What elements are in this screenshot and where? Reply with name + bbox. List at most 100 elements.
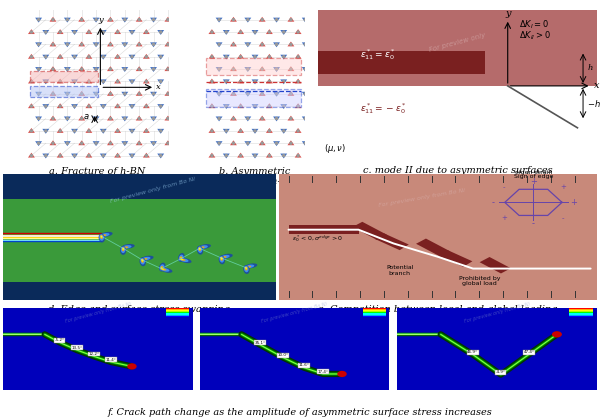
- Polygon shape: [150, 18, 157, 23]
- Polygon shape: [114, 128, 121, 133]
- Circle shape: [211, 80, 213, 83]
- Circle shape: [88, 31, 90, 33]
- Polygon shape: [251, 55, 259, 59]
- Ellipse shape: [101, 233, 110, 237]
- Circle shape: [239, 105, 242, 107]
- Text: -: -: [532, 219, 535, 228]
- Polygon shape: [143, 103, 150, 108]
- Polygon shape: [28, 29, 35, 34]
- Circle shape: [80, 117, 83, 119]
- Circle shape: [74, 56, 76, 58]
- Circle shape: [283, 80, 285, 83]
- Ellipse shape: [100, 235, 103, 239]
- Circle shape: [268, 130, 271, 132]
- Circle shape: [45, 80, 47, 83]
- Circle shape: [102, 31, 104, 33]
- Circle shape: [138, 142, 140, 144]
- Polygon shape: [100, 129, 107, 134]
- Circle shape: [131, 155, 133, 157]
- Polygon shape: [280, 129, 287, 134]
- Bar: [3, 174, 276, 199]
- Polygon shape: [92, 116, 100, 122]
- Text: +: +: [501, 215, 507, 221]
- Ellipse shape: [197, 246, 203, 255]
- Circle shape: [225, 105, 227, 107]
- Circle shape: [290, 117, 292, 119]
- Polygon shape: [266, 103, 273, 108]
- Polygon shape: [157, 129, 164, 134]
- Ellipse shape: [199, 248, 200, 250]
- Polygon shape: [273, 42, 280, 47]
- Text: Sign of edge: Sign of edge: [514, 174, 553, 179]
- Ellipse shape: [179, 256, 182, 260]
- Polygon shape: [295, 103, 302, 108]
- Ellipse shape: [245, 266, 248, 271]
- Polygon shape: [128, 55, 136, 59]
- Ellipse shape: [142, 259, 145, 260]
- Polygon shape: [43, 55, 49, 59]
- Text: For preview only from Bo Ni: For preview only from Bo Ni: [110, 176, 196, 204]
- Polygon shape: [71, 104, 78, 109]
- Circle shape: [167, 117, 169, 119]
- Polygon shape: [208, 54, 215, 59]
- Circle shape: [38, 93, 40, 95]
- Circle shape: [74, 105, 76, 107]
- Polygon shape: [244, 92, 251, 97]
- Polygon shape: [230, 91, 237, 96]
- Circle shape: [138, 68, 140, 70]
- Polygon shape: [150, 116, 157, 122]
- Text: -4.9°: -4.9°: [496, 370, 506, 374]
- Polygon shape: [136, 91, 143, 96]
- Ellipse shape: [101, 235, 102, 238]
- Polygon shape: [121, 67, 128, 72]
- Text: x: x: [157, 83, 161, 91]
- Circle shape: [297, 105, 299, 107]
- Polygon shape: [28, 103, 35, 108]
- Circle shape: [145, 56, 148, 58]
- Circle shape: [145, 31, 148, 33]
- Circle shape: [160, 105, 162, 107]
- Circle shape: [254, 105, 256, 107]
- Circle shape: [268, 80, 271, 83]
- Polygon shape: [71, 30, 78, 35]
- Polygon shape: [100, 104, 107, 109]
- Ellipse shape: [122, 245, 131, 248]
- Polygon shape: [259, 140, 266, 145]
- Polygon shape: [43, 30, 49, 35]
- Circle shape: [167, 68, 169, 70]
- Ellipse shape: [199, 247, 203, 248]
- Polygon shape: [302, 18, 309, 23]
- Polygon shape: [287, 91, 295, 96]
- Polygon shape: [121, 141, 128, 146]
- Circle shape: [247, 93, 249, 95]
- Polygon shape: [57, 128, 64, 133]
- Polygon shape: [439, 250, 472, 267]
- Polygon shape: [164, 116, 172, 121]
- Circle shape: [38, 142, 40, 144]
- Circle shape: [52, 93, 54, 95]
- Circle shape: [109, 93, 112, 95]
- Polygon shape: [273, 92, 280, 97]
- Polygon shape: [114, 103, 121, 108]
- Bar: [363, 316, 386, 317]
- Text: h: h: [587, 64, 593, 72]
- Circle shape: [138, 93, 140, 95]
- Polygon shape: [208, 29, 215, 34]
- Circle shape: [102, 155, 104, 157]
- Polygon shape: [251, 129, 259, 134]
- Polygon shape: [143, 153, 150, 158]
- Circle shape: [145, 105, 148, 107]
- Polygon shape: [50, 140, 56, 145]
- Polygon shape: [150, 92, 157, 97]
- Bar: [206, 90, 301, 107]
- Polygon shape: [215, 116, 223, 122]
- Polygon shape: [259, 41, 266, 47]
- Text: +: +: [570, 198, 577, 207]
- Polygon shape: [295, 79, 302, 83]
- Polygon shape: [244, 141, 251, 146]
- Bar: [166, 311, 189, 312]
- Polygon shape: [57, 103, 64, 108]
- Polygon shape: [244, 42, 251, 47]
- Text: 11.6°: 11.6°: [299, 363, 310, 367]
- Polygon shape: [78, 140, 85, 145]
